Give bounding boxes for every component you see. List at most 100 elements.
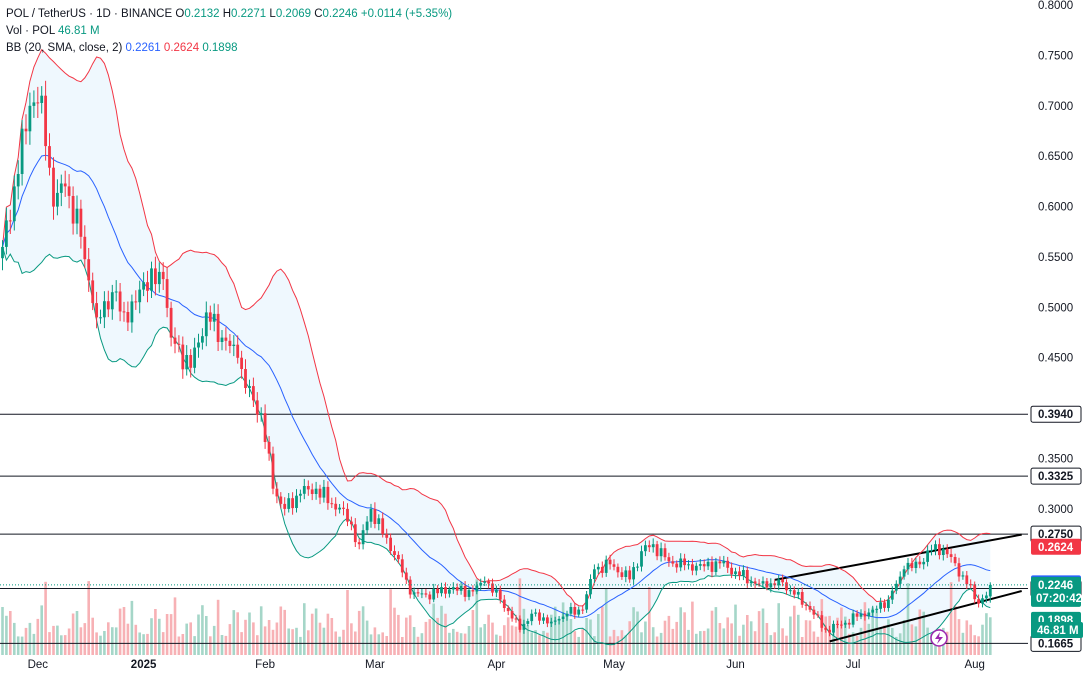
volume-bar <box>205 616 208 655</box>
candle-body <box>479 582 483 586</box>
volume-bar <box>471 610 475 655</box>
volume-bar <box>604 588 608 655</box>
volume-bar <box>538 635 541 655</box>
volume-bar <box>918 609 922 655</box>
volume-bar <box>632 607 635 655</box>
volume-bar <box>749 621 753 655</box>
volume-bar <box>24 627 28 655</box>
volume-bar <box>16 636 20 655</box>
volume-bar <box>20 636 24 655</box>
price-tick-label: 0.3000 <box>1038 504 1073 516</box>
volume-bar <box>32 633 36 655</box>
candle-body <box>259 413 263 415</box>
candle-body <box>538 612 541 621</box>
volume-bar <box>75 611 79 655</box>
candle-body <box>879 602 882 609</box>
volume-bar <box>475 579 479 655</box>
volume-bar <box>158 618 161 655</box>
candle-body <box>216 313 220 342</box>
volume-bar <box>365 620 369 655</box>
volume-label[interactable]: Vol · POL <box>6 25 55 37</box>
candle-body <box>177 343 181 345</box>
candle-body <box>671 561 675 564</box>
candle-body <box>126 312 130 323</box>
volume-bar <box>71 613 75 655</box>
bollinger-label[interactable]: BB (20, SMA, close, 2) <box>6 42 123 54</box>
lightning-icon[interactable] <box>930 629 948 647</box>
volume-bar <box>847 633 851 655</box>
volume-bar <box>40 605 43 655</box>
candle-body <box>106 301 110 310</box>
candle-body <box>918 561 922 565</box>
candle-body <box>832 623 835 633</box>
candle-body <box>8 220 12 222</box>
candle-body <box>945 549 949 555</box>
volume-bar <box>307 630 310 655</box>
candle-body <box>471 590 475 592</box>
volume-bar <box>287 628 290 655</box>
volume-bar <box>193 636 196 655</box>
ohlc-high-label: H <box>222 8 232 20</box>
candle-body <box>549 621 553 624</box>
volume-bar <box>479 627 482 655</box>
candle-body <box>753 581 757 584</box>
volume-bar <box>550 614 553 655</box>
candle-body <box>353 524 357 543</box>
candle-body <box>718 561 722 564</box>
trendline[interactable] <box>774 533 1022 581</box>
price-axis[interactable]: 0.8000 0.7500 0.7000 0.6500 0.6000 0.5500 0.50… <box>1038 0 1073 516</box>
candle-body <box>185 355 189 370</box>
volume-bar <box>906 583 910 655</box>
candle-body <box>28 105 32 132</box>
candle-body <box>573 607 577 615</box>
volume-bar <box>150 618 153 655</box>
volume-bar <box>91 617 94 655</box>
volume-bar <box>898 633 902 655</box>
volume-bar <box>734 604 737 655</box>
candle-body <box>244 369 247 388</box>
volume-bar <box>808 620 812 655</box>
volume-bar <box>185 623 188 655</box>
symbol-label[interactable]: POL / TetherUS · 1D · BINANCE <box>6 8 173 20</box>
candle-body <box>840 624 843 626</box>
candle-body <box>150 268 153 291</box>
volume-bar <box>836 617 839 655</box>
candle-body <box>412 592 416 595</box>
time-axis[interactable]: Dec 2025 Feb Mar Apr May Jun Jul Aug <box>28 659 985 671</box>
volume-bar <box>401 637 404 655</box>
volume-bar <box>644 621 647 655</box>
trendlines <box>774 533 1022 643</box>
trendline[interactable] <box>829 590 1022 643</box>
volume-bar <box>487 614 490 655</box>
volume-bar <box>397 614 400 655</box>
volume-bar <box>295 627 298 655</box>
candle-body <box>334 503 338 510</box>
svg-text:0.1665: 0.1665 <box>1038 638 1074 650</box>
volume-bar <box>83 623 87 655</box>
volume-bar <box>510 625 514 655</box>
candle-body <box>612 564 616 567</box>
candle-body <box>569 607 573 614</box>
candle-body <box>487 581 490 584</box>
time-tick-label: Aug <box>964 659 984 671</box>
candle-body <box>577 609 581 615</box>
volume-bar <box>616 636 620 655</box>
candle-body <box>287 498 291 509</box>
candle-body <box>565 613 569 617</box>
volume-bar <box>67 628 71 655</box>
volume-bar <box>957 619 961 655</box>
volume-bar <box>910 624 914 655</box>
candle-body <box>596 566 600 570</box>
candle-body <box>871 609 875 613</box>
candle-body <box>514 618 518 620</box>
candle-body <box>949 554 953 557</box>
candle-body <box>522 623 526 630</box>
volume-bar <box>989 617 992 655</box>
candle-body <box>342 507 345 509</box>
volume-bar <box>593 636 596 655</box>
candle-body <box>279 496 283 504</box>
candle-body <box>173 337 177 344</box>
candle-body <box>765 581 769 588</box>
candle-body <box>981 598 984 604</box>
